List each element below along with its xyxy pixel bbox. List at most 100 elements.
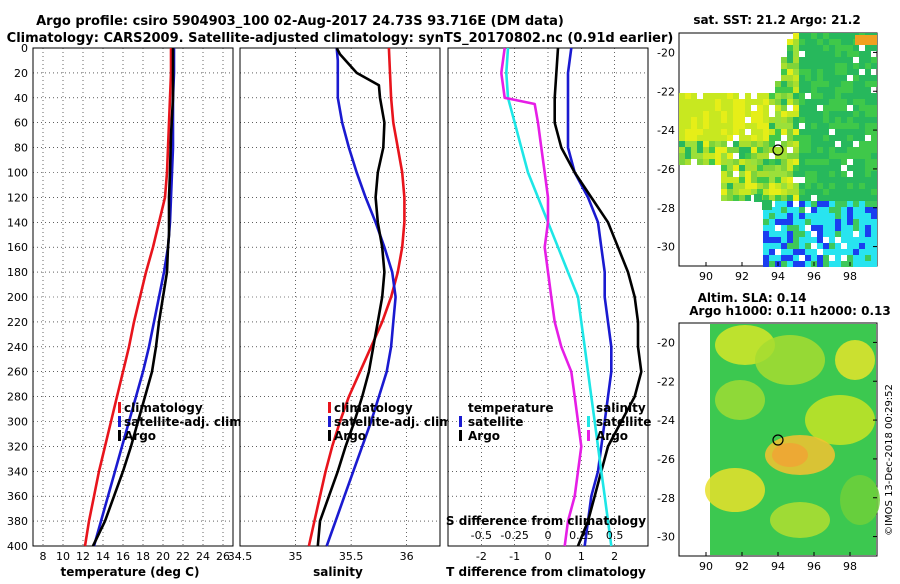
sst-cell [811, 117, 817, 123]
sst-cell [865, 45, 871, 51]
sst-cell [823, 87, 829, 93]
series-line-s-satellite [505, 47, 613, 547]
sst-cell [835, 57, 841, 63]
sst-cell [775, 135, 781, 141]
sst-cell [787, 183, 793, 189]
sst-cell [781, 117, 787, 123]
sst-cell [859, 249, 865, 255]
sst-cell [829, 87, 835, 93]
sst-cell [799, 219, 805, 225]
sst-cell [721, 117, 727, 123]
legend-t-argo-label: Argo [468, 429, 500, 443]
sst-cell [763, 123, 769, 129]
sst-cell [733, 189, 739, 195]
sst-cell [823, 261, 829, 267]
x-tick-label: 12 [76, 550, 90, 563]
sst-cell [805, 105, 811, 111]
sst-cell [823, 153, 829, 159]
sst-cell [811, 255, 817, 261]
map-y-tick-label: -20 [657, 336, 675, 349]
sst-cell [763, 141, 769, 147]
sst-cell [727, 189, 733, 195]
sst-cell [871, 195, 877, 201]
sst-cell [835, 111, 841, 117]
sst-cell [865, 165, 871, 171]
sst-cell [691, 141, 697, 147]
sst-cell [853, 117, 859, 123]
sst-cell [793, 171, 799, 177]
sst-cell [817, 99, 823, 105]
sst-cell [685, 93, 691, 99]
sst-cell [799, 159, 805, 165]
sst-cell [745, 123, 751, 129]
sst-cell [859, 213, 865, 219]
sst-cell [787, 117, 793, 123]
x-tick-label: 26 [216, 550, 230, 563]
sst-cell [817, 147, 823, 153]
sst-cell [793, 45, 799, 51]
sst-cell [799, 135, 805, 141]
sst-cell [811, 123, 817, 129]
sst-cell [841, 135, 847, 141]
sst-cell [805, 153, 811, 159]
sst-cell [739, 183, 745, 189]
altimetry-title-line-2: Argo h1000: 0.11 h2000: 0.13 [689, 304, 890, 318]
sst-cell [793, 207, 799, 213]
sst-cell [811, 207, 817, 213]
sst-cell [793, 39, 799, 45]
sst-cell [835, 75, 841, 81]
sst-cell [733, 93, 739, 99]
sst-cell [691, 111, 697, 117]
difference-lines [500, 47, 643, 547]
sst-cell [691, 123, 697, 129]
sst-cell [757, 177, 763, 183]
sst-cell [709, 99, 715, 105]
altimetry-map-panel: Altim. SLA: 0.14 Argo h1000: 0.11 h2000:… [657, 291, 891, 573]
sst-cell [745, 195, 751, 201]
sst-cell [703, 129, 709, 135]
sst-cell [871, 183, 877, 189]
sst-cell [865, 231, 871, 237]
sst-cell [835, 243, 841, 249]
sst-cell [781, 171, 787, 177]
sst-cell [853, 183, 859, 189]
sst-cell [799, 213, 805, 219]
sst-cell [721, 177, 727, 183]
sst-cell [697, 123, 703, 129]
sst-cell [781, 255, 787, 261]
sst-cell [775, 195, 781, 201]
sst-cell [865, 69, 871, 75]
sst-cell [853, 87, 859, 93]
sst-cell [685, 159, 691, 165]
sst-cell [793, 159, 799, 165]
legend-satellite-swatch [118, 416, 121, 427]
sst-cell [829, 141, 835, 147]
sst-cell [751, 111, 757, 117]
series-line-s-argo [500, 47, 583, 547]
sst-cell [835, 81, 841, 87]
sst-cell [703, 99, 709, 105]
sst-cell [835, 147, 841, 153]
sst-cell [727, 129, 733, 135]
sst-cell [823, 33, 829, 39]
sst-cell [733, 195, 739, 201]
temperature-panel: 0 20 40 60 80 100 120 140 160 180 200 220 240 260 280 3… [7, 42, 246, 579]
sst-cell [805, 177, 811, 183]
sst-cell [805, 57, 811, 63]
sst-cell [787, 195, 793, 201]
sst-cell [685, 153, 691, 159]
sst-cell [763, 171, 769, 177]
sst-cell [769, 123, 775, 129]
sst-cell [787, 129, 793, 135]
sst-cell [841, 111, 847, 117]
sst-cell [841, 129, 847, 135]
sst-cell [787, 123, 793, 129]
sst-cell [835, 231, 841, 237]
sst-cell [859, 111, 865, 117]
sst-cell [781, 111, 787, 117]
sst-cell [799, 57, 805, 63]
depth-tick-label: 100 [7, 167, 28, 180]
sst-cell [769, 225, 775, 231]
sst-cell [811, 39, 817, 45]
sst-cell [799, 33, 805, 39]
